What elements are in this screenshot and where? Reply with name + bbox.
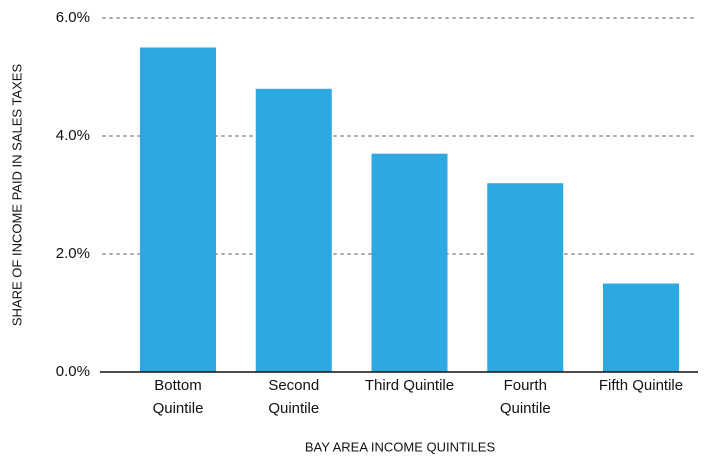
bar <box>371 153 448 372</box>
x-tick-label: Second Quintile <box>268 377 320 417</box>
bar <box>487 183 564 372</box>
bar <box>603 283 679 372</box>
x-tick-label: Bottom Quintile <box>152 377 204 417</box>
y-tick-label: 0.0% <box>56 363 90 380</box>
y-axis-title: SHARE OF INCOME PAID IN SALES TAXES <box>9 64 24 327</box>
x-tick-label: Fifth Quintile <box>598 377 684 394</box>
bar <box>255 88 332 373</box>
y-tick-label: 2.0% <box>56 245 90 262</box>
x-axis-title: BAY AREA INCOME QUINTILES <box>305 439 496 454</box>
x-tick-label: Third Quintile <box>364 377 455 394</box>
y-tick-label: 4.0% <box>56 127 90 144</box>
x-tick-label: Fourth Quintile <box>499 377 551 417</box>
y-tick-label: 6.0% <box>56 9 90 26</box>
bar <box>140 47 216 372</box>
